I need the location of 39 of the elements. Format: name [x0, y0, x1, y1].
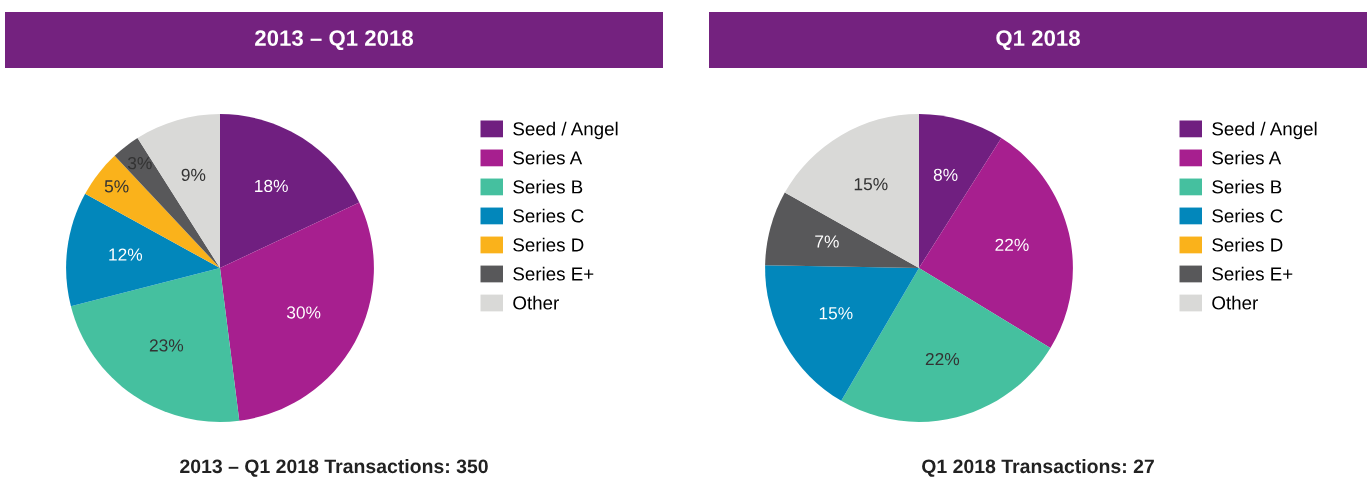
legend-label: Other — [513, 295, 559, 310]
text: 2013 – Q1 2018 Transactions: 350 — [180, 458, 488, 477]
data-label: 22% — [925, 352, 960, 366]
pie-slice — [220, 114, 360, 268]
pie-slice — [66, 193, 220, 307]
data-label: 8% — [933, 168, 958, 182]
data-label: 12% — [109, 248, 143, 261]
legend-label: Series E+ — [1212, 266, 1293, 281]
legend-label: Series B — [1212, 179, 1282, 194]
data-label: 9% — [181, 168, 206, 182]
data-label: 18% — [255, 179, 288, 193]
pie-slice — [85, 155, 220, 268]
pie-slice — [784, 114, 919, 268]
legend-label: Seed / Angel — [513, 121, 618, 140]
pie-slice — [919, 137, 1073, 349]
pie-slice — [765, 192, 919, 268]
data-label: 15% — [819, 307, 853, 320]
legend-label: Series A — [513, 150, 583, 165]
legend-label: Series E+ — [513, 266, 594, 281]
data-label: 30% — [286, 306, 321, 319]
text: Q1 2018 Transactions: 27 — [922, 458, 1154, 477]
legend-label: Series A — [1212, 150, 1282, 165]
chart-title: Q1 2018 — [996, 30, 1080, 51]
data-label: 23% — [149, 339, 184, 352]
legend-label: Series D — [1212, 237, 1283, 252]
pie-slice — [70, 268, 240, 422]
legend-label: Seed / Angel — [1212, 121, 1317, 140]
data-label: 5% — [104, 180, 129, 193]
chart-title: 2013 – Q1 2018 — [255, 30, 414, 51]
legend-label: Series C — [1212, 208, 1283, 223]
legend-label: Series B — [513, 179, 583, 194]
legend-label: Series C — [513, 208, 584, 223]
legend-label: Series D — [513, 237, 584, 252]
data-label: 15% — [854, 178, 888, 191]
data-label: 7% — [815, 235, 839, 248]
pie-slice — [765, 265, 919, 401]
legend-label: Other — [1212, 295, 1258, 310]
data-label: 22% — [995, 238, 1029, 251]
pie-slice — [220, 202, 374, 421]
